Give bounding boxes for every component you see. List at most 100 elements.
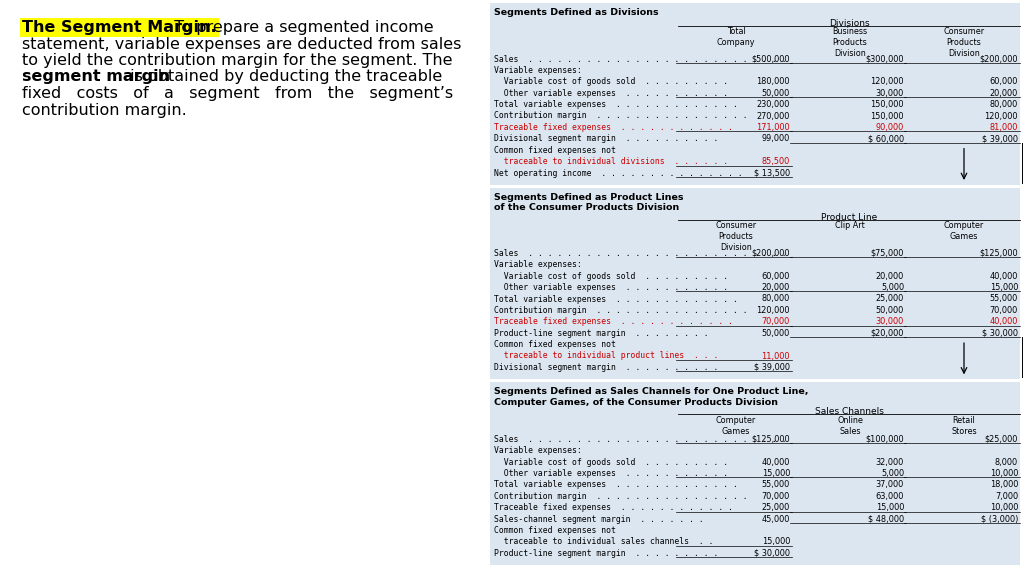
Text: Sales  . . . . . . . . . . . . . . . . . . . . . . . . . . .: Sales . . . . . . . . . . . . . . . . . … [494, 249, 786, 258]
Text: 81,000: 81,000 [989, 123, 1018, 132]
Text: $ 30,000: $ 30,000 [754, 549, 790, 558]
Text: 25,000: 25,000 [762, 503, 790, 512]
Text: 15,000: 15,000 [762, 537, 790, 547]
Text: 15,000: 15,000 [762, 469, 790, 478]
Text: 11,000: 11,000 [762, 351, 790, 361]
Text: Net operating income  . . . . . . . . . . . . . . .: Net operating income . . . . . . . . . .… [494, 169, 742, 177]
Text: Divisional segment margin  . . . . . . . . . .: Divisional segment margin . . . . . . . … [494, 134, 718, 143]
Text: Segments Defined as Sales Channels for One Product Line,
Computer Games, of the : Segments Defined as Sales Channels for O… [494, 387, 809, 407]
Text: 40,000: 40,000 [989, 317, 1018, 326]
Text: segment margin: segment margin [22, 70, 170, 85]
Text: Traceable fixed expenses  . . . . . . . . . . . .: Traceable fixed expenses . . . . . . . .… [494, 123, 733, 132]
Text: Common fixed expenses not: Common fixed expenses not [494, 526, 615, 535]
Text: Contribution margin  . . . . . . . . . . . . . . . .: Contribution margin . . . . . . . . . . … [494, 492, 748, 501]
Text: 15,000: 15,000 [989, 283, 1018, 292]
Text: $20,000: $20,000 [870, 329, 904, 338]
Text: Variable expenses:: Variable expenses: [494, 446, 582, 455]
Text: 230,000: 230,000 [757, 100, 790, 109]
Text: Variable cost of goods sold  . . . . . . . . .: Variable cost of goods sold . . . . . . … [494, 77, 728, 86]
Text: is obtained by deducting the traceable: is obtained by deducting the traceable [125, 70, 442, 85]
Text: 37,000: 37,000 [876, 480, 904, 490]
Text: 90,000: 90,000 [876, 123, 904, 132]
Text: 150,000: 150,000 [870, 100, 904, 109]
Text: $ 48,000: $ 48,000 [868, 514, 904, 524]
Text: statement, variable expenses are deducted from sales: statement, variable expenses are deducte… [22, 36, 462, 51]
Text: Traceable fixed expenses  . . . . . . . . . . . .: Traceable fixed expenses . . . . . . . .… [494, 503, 733, 512]
Text: Variable expenses:: Variable expenses: [494, 66, 582, 75]
Text: 45,000: 45,000 [762, 514, 790, 524]
Text: 30,000: 30,000 [876, 317, 904, 326]
Text: Consumer
Products
Division: Consumer Products Division [716, 221, 757, 252]
Text: Variable cost of goods sold  . . . . . . . . .: Variable cost of goods sold . . . . . . … [494, 457, 728, 467]
Text: 50,000: 50,000 [762, 89, 790, 98]
Text: 171,000: 171,000 [757, 123, 790, 132]
Text: 99,000: 99,000 [762, 134, 790, 143]
Text: 5,000: 5,000 [881, 283, 904, 292]
Text: to yield the contribution margin for the segment. The: to yield the contribution margin for the… [22, 53, 453, 68]
Text: 40,000: 40,000 [762, 457, 790, 467]
Text: 120,000: 120,000 [870, 77, 904, 86]
Text: 120,000: 120,000 [757, 306, 790, 315]
Text: $125,000: $125,000 [752, 435, 790, 444]
Text: $500,000: $500,000 [752, 55, 790, 63]
Text: $300,000: $300,000 [865, 55, 904, 63]
Text: 15,000: 15,000 [876, 503, 904, 512]
Text: 70,000: 70,000 [762, 492, 790, 501]
Text: Sales Channels: Sales Channels [814, 407, 884, 416]
Text: Other variable expenses  . . . . . . . . . . .: Other variable expenses . . . . . . . . … [494, 283, 728, 292]
Text: Sales  . . . . . . . . . . . . . . . . . . . . . . . . . . .: Sales . . . . . . . . . . . . . . . . . … [494, 435, 786, 444]
Text: Consumer
Products
Division: Consumer Products Division [943, 27, 984, 58]
Text: Product-line segment margin  . . . . . . . . .: Product-line segment margin . . . . . . … [494, 549, 718, 558]
Text: contribution margin.: contribution margin. [22, 103, 186, 118]
Text: Product Line: Product Line [821, 213, 878, 222]
Text: 32,000: 32,000 [876, 457, 904, 467]
Text: Total variable expenses  . . . . . . . . . . . . .: Total variable expenses . . . . . . . . … [494, 480, 737, 490]
Text: 18,000: 18,000 [989, 480, 1018, 490]
Text: 50,000: 50,000 [876, 306, 904, 315]
Text: traceable to individual divisions  . . . . . .: traceable to individual divisions . . . … [494, 157, 728, 166]
Text: Total variable expenses  . . . . . . . . . . . . .: Total variable expenses . . . . . . . . … [494, 100, 737, 109]
Text: 70,000: 70,000 [990, 306, 1018, 315]
Text: Computer
Games: Computer Games [944, 221, 984, 241]
Text: 70,000: 70,000 [762, 317, 790, 326]
Text: Traceable fixed expenses  . . . . . . . . . . . .: Traceable fixed expenses . . . . . . . .… [494, 317, 733, 326]
Text: $75,000: $75,000 [870, 249, 904, 258]
Text: Computer
Games: Computer Games [716, 416, 756, 435]
Text: Online
Sales: Online Sales [837, 416, 863, 435]
Text: Total
Company: Total Company [717, 27, 756, 47]
Text: $200,000: $200,000 [980, 55, 1018, 63]
Text: 5,000: 5,000 [881, 469, 904, 478]
Text: 30,000: 30,000 [876, 89, 904, 98]
Text: 25,000: 25,000 [876, 294, 904, 304]
Text: 10,000: 10,000 [989, 503, 1018, 512]
Text: $ 60,000: $ 60,000 [868, 134, 904, 143]
Text: Divisions: Divisions [828, 18, 869, 28]
Text: 10,000: 10,000 [989, 469, 1018, 478]
Text: Common fixed expenses not: Common fixed expenses not [494, 146, 615, 155]
Text: 60,000: 60,000 [762, 272, 790, 281]
Text: 150,000: 150,000 [870, 112, 904, 120]
Text: Sales-channel segment margin  . . . . . . .: Sales-channel segment margin . . . . . .… [494, 514, 703, 524]
Text: 180,000: 180,000 [757, 77, 790, 86]
Text: 85,500: 85,500 [762, 157, 790, 166]
Text: Business
Products
Division: Business Products Division [833, 27, 867, 58]
Text: Segments Defined as Product Lines
of the Consumer Products Division: Segments Defined as Product Lines of the… [494, 193, 683, 213]
Text: $100,000: $100,000 [865, 435, 904, 444]
Text: 55,000: 55,000 [762, 480, 790, 490]
Text: 7,000: 7,000 [995, 492, 1018, 501]
Text: $125,000: $125,000 [979, 249, 1018, 258]
Text: $25,000: $25,000 [985, 435, 1018, 444]
Text: $200,000: $200,000 [752, 249, 790, 258]
Text: $ 13,500: $ 13,500 [754, 169, 790, 177]
Text: Total variable expenses  . . . . . . . . . . . . .: Total variable expenses . . . . . . . . … [494, 294, 737, 304]
Text: Common fixed expenses not: Common fixed expenses not [494, 340, 615, 349]
Text: 80,000: 80,000 [990, 100, 1018, 109]
Text: $ 30,000: $ 30,000 [982, 329, 1018, 338]
Text: Clip Art: Clip Art [836, 221, 865, 230]
Text: 20,000: 20,000 [762, 283, 790, 292]
Text: Variable cost of goods sold  . . . . . . . . .: Variable cost of goods sold . . . . . . … [494, 272, 728, 281]
Text: Retail
Stores: Retail Stores [951, 416, 977, 435]
Text: Segments Defined as Divisions: Segments Defined as Divisions [494, 8, 658, 17]
Text: Contribution margin  . . . . . . . . . . . . . . . .: Contribution margin . . . . . . . . . . … [494, 306, 748, 315]
Text: 63,000: 63,000 [876, 492, 904, 501]
